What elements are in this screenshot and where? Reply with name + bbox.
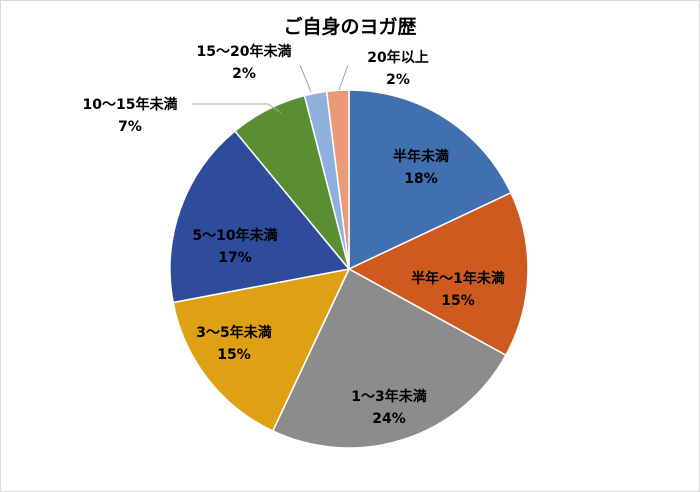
slice-value-label: 2%: [386, 72, 410, 88]
leader-line-7: [338, 64, 349, 91]
chart-title: ご自身のヨガ歴: [283, 16, 417, 38]
slice-category-label: 15～20年未満: [197, 43, 292, 60]
pie-slice-7: [325, 89, 350, 270]
slice-value-label: 15%: [441, 293, 475, 309]
slice-category-label: 3～5年未満: [196, 324, 271, 341]
slice-value-label: 18%: [404, 171, 438, 187]
slice-category-label: 半年～1年未満: [411, 270, 505, 287]
slice-category-label: 1～3年未満: [351, 388, 426, 405]
pie-slice-3: [172, 267, 351, 432]
leader-line-6: [299, 64, 312, 93]
pie-slice-1: [347, 191, 529, 357]
pie-slice-4: [169, 130, 351, 304]
slice-category-label: 10～15年未満: [83, 96, 178, 113]
slice-value-label: 7%: [118, 119, 142, 135]
slice-category-label: 半年未満: [393, 148, 449, 165]
leader-line-5: [192, 103, 282, 114]
slice-value-label: 15%: [217, 347, 251, 363]
slice-category-label: 5～10年未満: [192, 227, 277, 244]
pie-slice-2: [271, 267, 507, 449]
slice-value-label: 2%: [232, 66, 256, 82]
pie-slice-0: [348, 89, 512, 271]
slice-value-label: 24%: [372, 411, 406, 427]
slice-category-label: 20年以上: [367, 49, 428, 66]
slice-value-label: 17%: [218, 250, 252, 266]
